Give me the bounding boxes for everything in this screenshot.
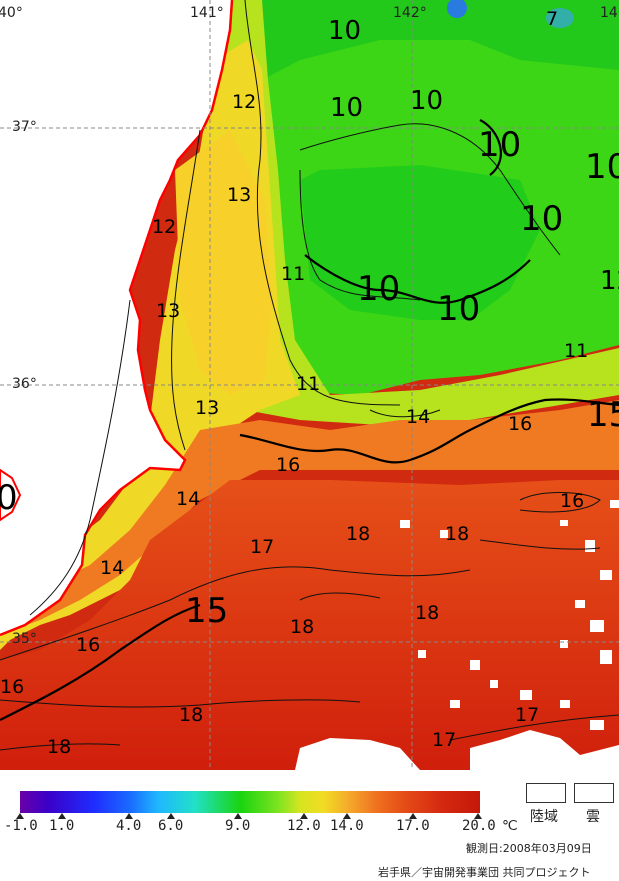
lon-label-142: 142°	[393, 5, 427, 21]
cloud-patch-bottom	[295, 738, 420, 770]
colorbar-tick	[300, 813, 308, 819]
isotherm-label: 10	[410, 86, 444, 116]
isotherm-label: 16	[560, 490, 585, 512]
lat-label-35: 35°	[12, 631, 37, 647]
isotherm-label: 15	[587, 395, 619, 435]
isotherm-label: 16	[76, 634, 101, 656]
cloud-speckles	[400, 500, 619, 730]
colorbar-tick	[16, 813, 24, 819]
isotherm-label: 17	[250, 536, 275, 558]
isotherm-label: 14	[100, 557, 125, 579]
isotherm-label: 11	[296, 373, 321, 395]
lon-label-140: 40°	[0, 5, 23, 21]
isotherm-label: 18	[445, 523, 470, 545]
isotherm-label: 10	[357, 269, 401, 309]
cold-eddy-2	[546, 8, 574, 28]
island	[0, 468, 22, 522]
isotherm-label: 17	[515, 704, 540, 726]
lon-label-143: 14	[600, 5, 618, 21]
colorbar-label: 4.0	[116, 818, 142, 834]
isotherm-label: 0	[0, 478, 18, 518]
colorbar-tick	[125, 813, 133, 819]
cold-eddy	[447, 0, 467, 18]
land-legend-label: 陸域	[530, 809, 558, 825]
cloud-legend-label: 雲	[586, 809, 600, 825]
colorbar-label: 6.0	[158, 818, 184, 834]
isotherm-label: 12	[600, 266, 619, 296]
temperature-colorbar	[20, 791, 480, 813]
colorbar-tick	[234, 813, 242, 819]
colorbar-label: 9.0	[225, 818, 251, 834]
isotherm-label: 13	[227, 184, 252, 206]
isotherm-label: 16	[508, 413, 533, 435]
colorbar-tick	[343, 813, 351, 819]
isotherm-label: 18	[415, 602, 440, 624]
colorbar-label: 12.0	[287, 818, 321, 834]
isotherm-label: 11	[564, 340, 589, 362]
isotherm-label: 13	[156, 300, 181, 322]
isotherm-label: 10	[478, 125, 522, 165]
colorbar-tick	[167, 813, 175, 819]
cloud-legend-swatch	[574, 783, 614, 803]
isotherm-lines-major	[0, 119, 619, 721]
isotherm-lines	[0, 0, 619, 751]
isotherm-label: 15	[185, 591, 229, 631]
coastline	[0, 0, 234, 637]
isotherm-label: 16	[0, 676, 25, 698]
isotherm-label: 17	[432, 729, 457, 751]
isotherm-label: 10	[520, 199, 564, 239]
colorbar-label: 17.0	[396, 818, 430, 834]
sea-surface-temperature-map	[0, 0, 619, 770]
very-cold-patch	[300, 165, 540, 320]
credit-line: 岩手県／宇宙開発事業団 共同プロジェクト	[378, 866, 591, 879]
top-green	[260, 0, 619, 80]
isotherm-label: 12	[232, 91, 257, 113]
isotherm-label: 10	[437, 289, 481, 329]
inner-yellow	[175, 130, 272, 395]
isotherm-label: 16	[276, 454, 301, 476]
colorbar-label: -1.0	[4, 818, 38, 834]
land-legend-swatch	[526, 783, 566, 803]
isotherm-label: 10	[585, 147, 619, 187]
warm-water-region	[0, 480, 619, 770]
lon-label-141: 141°	[190, 5, 224, 21]
colorbar-label: 1.0	[49, 818, 75, 834]
orange-band	[0, 400, 619, 635]
cloud-patch-bottom-right	[470, 730, 619, 770]
isotherm-label: 14	[176, 488, 201, 510]
colorbar-label: 20.0	[462, 818, 496, 834]
isotherm-label: 18	[346, 523, 371, 545]
isotherm-label: 10	[328, 16, 362, 46]
isotherm-label: 18	[290, 616, 315, 638]
isotherm-label: 14	[406, 406, 431, 428]
land-honshu	[0, 0, 232, 635]
isotherm-label: 10	[330, 93, 364, 123]
graticule	[0, 0, 619, 770]
colorbar-tick	[409, 813, 417, 819]
lat-label-37: 37°	[12, 119, 37, 135]
isotherm-label: 12	[152, 216, 177, 238]
colorbar-tick	[474, 813, 482, 819]
observation-date: 観測日:2008年03月09日	[466, 842, 592, 855]
colorbar-tick	[58, 813, 66, 819]
colorbar-unit: ℃	[502, 818, 518, 834]
isotherm-label: 18	[47, 736, 72, 758]
isotherm-label: 18	[179, 704, 204, 726]
isotherm-label: 7	[546, 8, 559, 30]
isotherm-label: 13	[195, 397, 220, 419]
lat-label-36: 36°	[12, 376, 37, 392]
isotherm-label: 11	[281, 263, 306, 285]
colorbar-label: 14.0	[330, 818, 364, 834]
